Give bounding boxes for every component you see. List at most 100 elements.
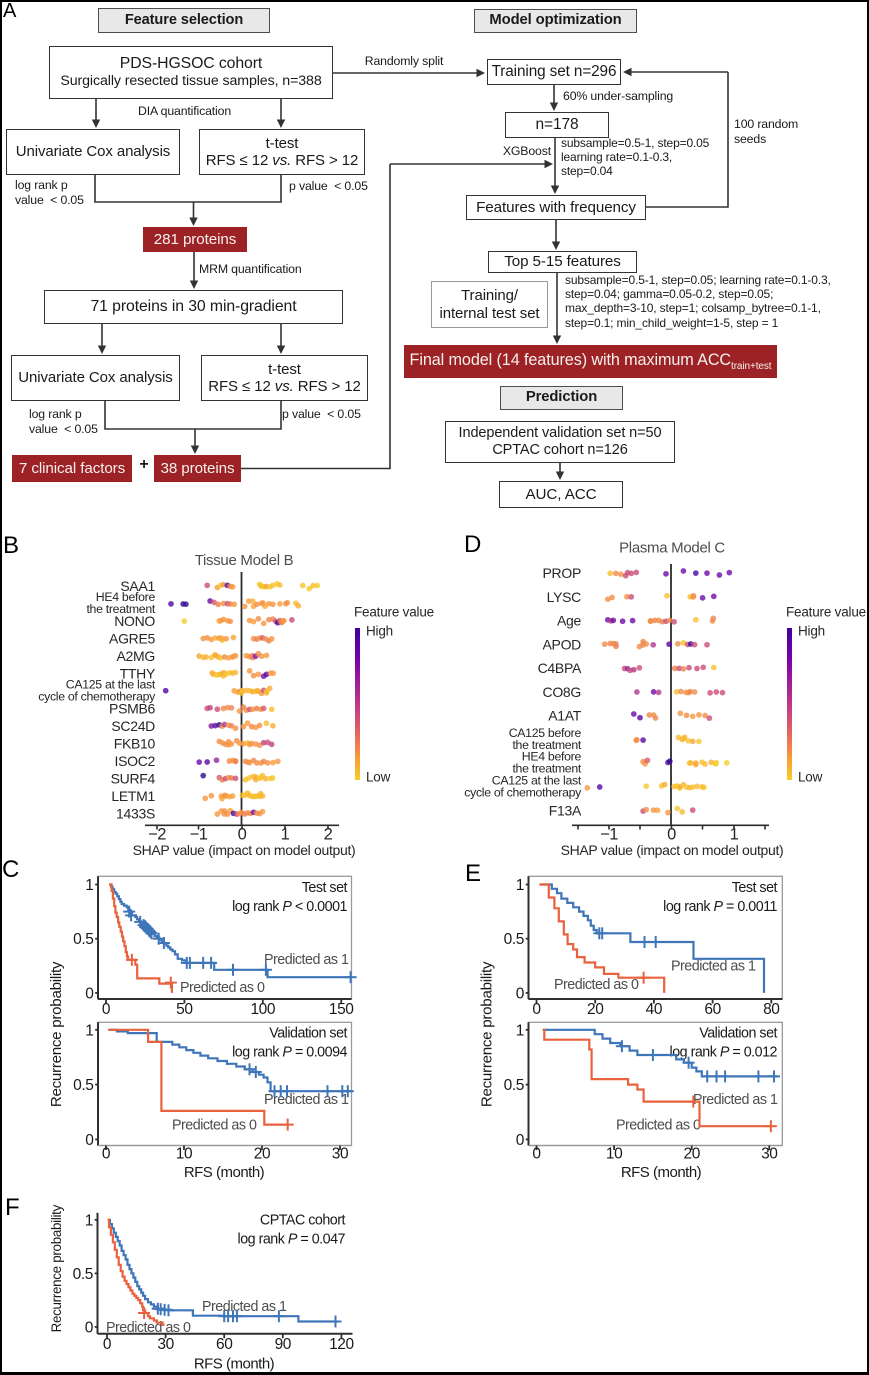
svg-text:FKB10: FKB10 bbox=[114, 735, 156, 751]
svg-text:0.5: 0.5 bbox=[504, 1077, 524, 1094]
svg-text:High: High bbox=[366, 624, 393, 639]
svg-text:CO8G: CO8G bbox=[543, 684, 581, 700]
svg-text:1: 1 bbox=[85, 877, 93, 894]
svg-text:Validation set: Validation set bbox=[269, 1026, 347, 1042]
svg-text:cycle of chemotherapy: cycle of chemotherapy bbox=[38, 690, 156, 704]
svg-text:0: 0 bbox=[103, 1336, 112, 1353]
svg-text:0.5: 0.5 bbox=[73, 1266, 93, 1283]
svg-text:1: 1 bbox=[516, 877, 524, 894]
svg-text:0: 0 bbox=[532, 1146, 541, 1163]
svg-text:Predicted as 0: Predicted as 0 bbox=[616, 1118, 701, 1134]
svg-text:0: 0 bbox=[516, 985, 525, 1002]
svg-text:C4BPA: C4BPA bbox=[538, 660, 582, 676]
svg-text:0: 0 bbox=[667, 826, 676, 844]
svg-text:40: 40 bbox=[646, 1001, 663, 1018]
svg-text:0: 0 bbox=[85, 985, 94, 1002]
svg-text:CPTAC cohort: CPTAC cohort bbox=[260, 1213, 346, 1229]
svg-text:log rank P = 0.0094: log rank P = 0.0094 bbox=[232, 1045, 347, 1061]
svg-text:100: 100 bbox=[250, 1001, 275, 1018]
svg-text:log rank P = 0.0011: log rank P = 0.0011 bbox=[663, 899, 777, 915]
svg-text:1: 1 bbox=[85, 1022, 93, 1039]
svg-text:20: 20 bbox=[683, 1146, 700, 1163]
svg-text:APOD: APOD bbox=[543, 636, 582, 652]
svg-text:30: 30 bbox=[157, 1336, 174, 1353]
svg-text:cycle of chemotherapy: cycle of chemotherapy bbox=[464, 785, 582, 799]
svg-text:60: 60 bbox=[216, 1336, 233, 1353]
svg-text:Recurrence probability: Recurrence probability bbox=[48, 961, 65, 1107]
svg-text:50: 50 bbox=[176, 1001, 193, 1018]
svg-text:AGRE5: AGRE5 bbox=[109, 631, 155, 647]
svg-text:the treatment: the treatment bbox=[86, 602, 155, 616]
svg-text:10: 10 bbox=[606, 1146, 623, 1163]
svg-text:SURF4: SURF4 bbox=[111, 770, 156, 786]
svg-text:0: 0 bbox=[102, 1146, 111, 1163]
svg-text:−1: −1 bbox=[190, 826, 208, 844]
svg-text:Recurrence probability: Recurrence probability bbox=[49, 1204, 64, 1332]
svg-text:Low: Low bbox=[798, 770, 823, 785]
svg-text:Feature value: Feature value bbox=[354, 605, 434, 620]
svg-text:Predicted as 1: Predicted as 1 bbox=[264, 952, 349, 968]
svg-text:SAA1: SAA1 bbox=[120, 578, 155, 594]
svg-text:SHAP value (impact on model ou: SHAP value (impact on model output) bbox=[561, 842, 784, 858]
svg-text:Predicted as 1: Predicted as 1 bbox=[202, 1299, 287, 1315]
svg-text:0.5: 0.5 bbox=[73, 931, 93, 948]
svg-text:0.5: 0.5 bbox=[504, 931, 524, 948]
svg-text:the treatment: the treatment bbox=[512, 738, 581, 752]
svg-text:Predicted as 0: Predicted as 0 bbox=[180, 980, 265, 996]
svg-text:0: 0 bbox=[85, 1319, 94, 1336]
svg-text:PROP: PROP bbox=[543, 565, 581, 581]
svg-text:60: 60 bbox=[704, 1001, 721, 1018]
svg-text:Test set: Test set bbox=[302, 880, 348, 896]
svg-text:1: 1 bbox=[281, 826, 290, 844]
svg-text:LETM1: LETM1 bbox=[111, 788, 155, 804]
svg-text:TTHY: TTHY bbox=[120, 666, 156, 682]
svg-text:−1: −1 bbox=[600, 826, 618, 844]
svg-text:Recurrence probability: Recurrence probability bbox=[479, 961, 496, 1107]
svg-text:NONO: NONO bbox=[114, 613, 155, 629]
svg-text:1: 1 bbox=[730, 826, 739, 844]
svg-text:Predicted as 0: Predicted as 0 bbox=[106, 1320, 191, 1336]
svg-text:90: 90 bbox=[275, 1336, 292, 1353]
svg-text:0: 0 bbox=[532, 1001, 541, 1018]
svg-text:Plasma Model C: Plasma Model C bbox=[619, 540, 725, 557]
svg-text:Tissue Model B: Tissue Model B bbox=[195, 552, 294, 569]
svg-text:Predicted as 1: Predicted as 1 bbox=[671, 959, 756, 975]
svg-text:0: 0 bbox=[85, 1132, 94, 1149]
svg-text:Predicted as 0: Predicted as 0 bbox=[554, 977, 639, 993]
svg-text:log rank P = 0.047: log rank P = 0.047 bbox=[238, 1232, 346, 1248]
svg-text:SC24D: SC24D bbox=[111, 718, 155, 734]
svg-text:log rank P < 0.0001: log rank P < 0.0001 bbox=[232, 899, 347, 915]
svg-text:150: 150 bbox=[329, 1001, 354, 1018]
svg-text:−2: −2 bbox=[148, 826, 166, 844]
svg-text:20: 20 bbox=[587, 1001, 604, 1018]
svg-text:120: 120 bbox=[329, 1336, 354, 1353]
svg-text:10: 10 bbox=[176, 1146, 193, 1163]
svg-text:HE4 before: HE4 before bbox=[522, 750, 582, 764]
svg-text:Predicted as 1: Predicted as 1 bbox=[264, 1092, 349, 1108]
svg-text:ISOC2: ISOC2 bbox=[114, 753, 155, 769]
svg-text:80: 80 bbox=[763, 1001, 780, 1018]
svg-text:HE4 before: HE4 before bbox=[96, 590, 156, 604]
svg-text:CA125 at the last: CA125 at the last bbox=[492, 773, 582, 787]
svg-text:Test set: Test set bbox=[732, 880, 778, 896]
svg-text:RFS (month): RFS (month) bbox=[184, 1164, 265, 1181]
svg-text:0: 0 bbox=[516, 1132, 525, 1149]
svg-text:20: 20 bbox=[254, 1146, 271, 1163]
svg-text:A2MG: A2MG bbox=[117, 648, 155, 664]
svg-text:Age: Age bbox=[557, 613, 582, 629]
svg-text:log rank P = 0.012: log rank P = 0.012 bbox=[670, 1045, 778, 1061]
svg-text:1433S: 1433S bbox=[116, 805, 155, 821]
svg-text:0.5: 0.5 bbox=[73, 1077, 93, 1094]
svg-text:A1AT: A1AT bbox=[548, 708, 582, 724]
svg-text:Validation set: Validation set bbox=[699, 1026, 777, 1042]
svg-text:0: 0 bbox=[238, 826, 247, 844]
svg-text:CA125 at the last: CA125 at the last bbox=[66, 678, 156, 692]
svg-text:Predicted as 1: Predicted as 1 bbox=[693, 1092, 778, 1108]
svg-text:0: 0 bbox=[102, 1001, 111, 1018]
svg-text:30: 30 bbox=[332, 1146, 349, 1163]
svg-text:Predicted as 0: Predicted as 0 bbox=[172, 1118, 257, 1134]
svg-text:Low: Low bbox=[366, 770, 391, 785]
svg-text:Feature value: Feature value bbox=[786, 605, 866, 620]
svg-text:F13A: F13A bbox=[549, 803, 582, 819]
svg-text:the treatment: the treatment bbox=[512, 762, 581, 776]
